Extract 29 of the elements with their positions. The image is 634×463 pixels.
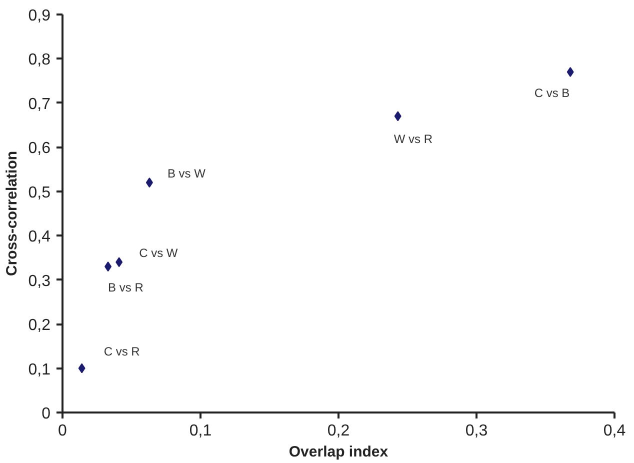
y-tick-label: 0,8: [28, 52, 51, 69]
y-tick-label: 0,6: [28, 140, 51, 158]
y-tick-label: 0,9: [28, 8, 51, 24]
annotation: B vs R: [108, 280, 144, 295]
point: [116, 257, 123, 268]
annotation: C vs W: [139, 246, 178, 260]
annotation: C vs R: [104, 344, 140, 358]
y-tick-label: 0,2: [28, 317, 51, 334]
x-tick-label: 0,3: [465, 422, 488, 440]
point: [104, 262, 112, 272]
y-tick-label: 0,5: [28, 184, 51, 202]
point: [566, 66, 574, 77]
x-tick-label: 0,1: [189, 422, 212, 440]
x-tick-label: 0,4: [603, 422, 626, 440]
annotation: C vs B: [534, 86, 570, 100]
y-axis-title: Cross-correlation: [3, 150, 20, 276]
y-tick-label: 0: [42, 406, 51, 422]
point: [394, 111, 402, 122]
x-tick-label: 0: [58, 422, 68, 440]
annotation: B vs W: [167, 166, 206, 181]
x-axis-title: Overlap index: [288, 444, 389, 460]
point: [78, 363, 86, 374]
y-tick-label: 0,1: [28, 361, 51, 378]
x-tick-label: 0,2: [327, 422, 350, 440]
annotation: W vs R: [394, 132, 433, 146]
y-tick-label: 0,7: [28, 96, 51, 113]
y-tick-label: 0,3: [28, 272, 51, 290]
y-tick-label: 0,4: [28, 228, 51, 246]
point: [146, 178, 153, 188]
